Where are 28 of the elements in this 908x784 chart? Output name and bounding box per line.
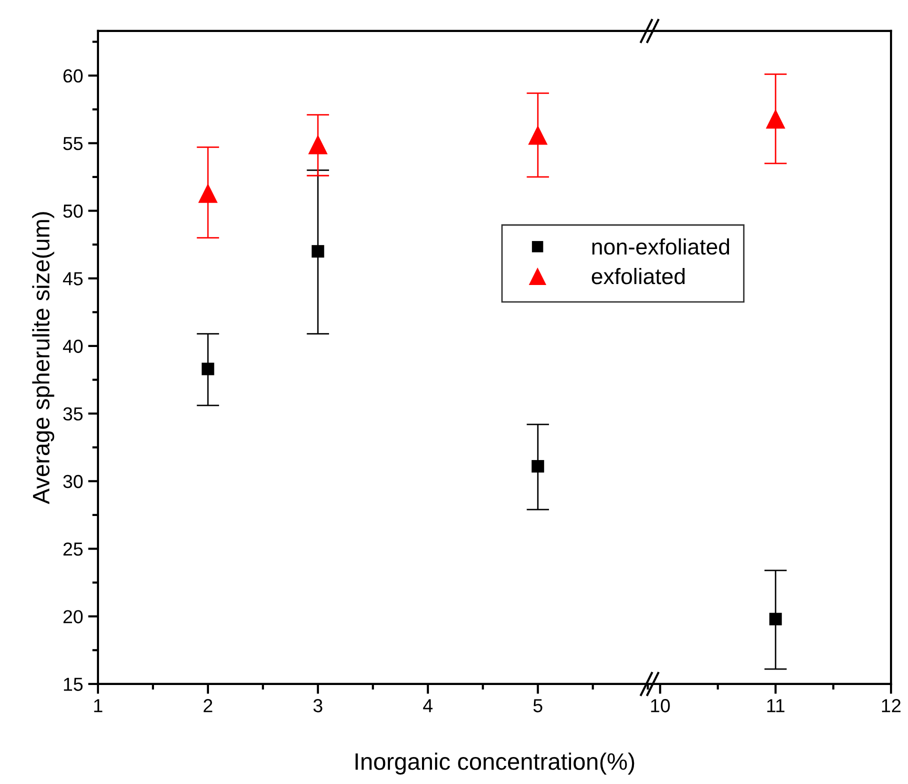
- legend-label: exfoliated: [592, 268, 685, 284]
- y-tick-label: 40: [62, 340, 83, 353]
- y-tick-label: 45: [62, 272, 83, 286]
- point: [532, 460, 544, 473]
- x-tick-label: 12: [882, 699, 901, 712]
- y-tick-label: 15: [64, 678, 83, 691]
- y-tick-label: 30: [63, 474, 83, 488]
- x-tick-label: 2: [204, 699, 212, 712]
- x-tick-label: 11: [767, 699, 784, 712]
- x-tick-label: 5: [533, 699, 542, 712]
- y-tick-label: 25: [63, 542, 83, 556]
- x-axis-title: Inorganic concentration(%): [356, 752, 634, 775]
- point: [202, 362, 214, 376]
- y-tick-label: 20: [63, 610, 83, 624]
- point: [308, 134, 328, 154]
- y-tick-label: 35: [63, 407, 83, 421]
- legend-label: non-exfoliated: [592, 238, 730, 255]
- y-axis-title: Average spherulite size(um): [32, 212, 54, 504]
- x-tick-label: 3: [313, 699, 322, 712]
- y-tick-label: 60: [63, 69, 83, 83]
- x-tick-label: 1: [94, 699, 102, 712]
- point: [198, 183, 218, 203]
- x-tick-label: 4: [423, 699, 433, 712]
- point: [528, 125, 548, 145]
- x-tick-label: 10: [651, 699, 670, 712]
- y-tick-label: 55: [63, 137, 83, 150]
- y-tick-label: 50: [63, 204, 83, 218]
- point: [312, 245, 324, 258]
